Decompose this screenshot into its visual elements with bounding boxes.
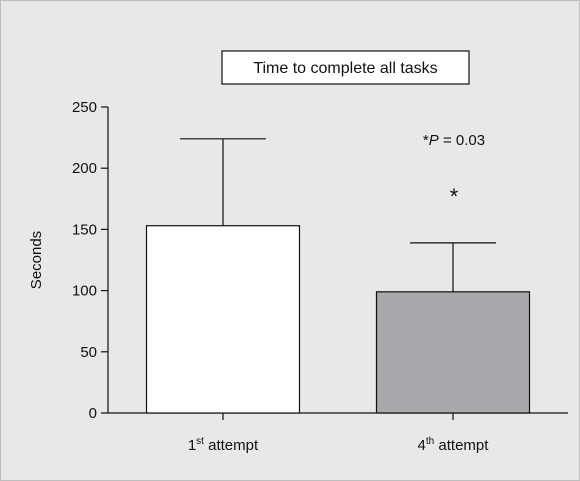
chart-title: Time to complete all tasks (253, 60, 437, 77)
x-tick-label: 4th attempt (418, 436, 490, 454)
y-tick-label: 50 (80, 344, 97, 361)
chart-title-box (221, 50, 470, 85)
y-tick-label: 200 (72, 160, 97, 177)
x-tick-group: 1st attempt 4th attempt (188, 413, 489, 454)
y-axis-label: Seconds (28, 231, 45, 289)
y-tick-group: 0 50 100 150 200 250 (72, 99, 108, 422)
bar (375, 291, 531, 414)
y-tick-label: 100 (72, 283, 97, 300)
x-tick-label: 1st attempt (188, 436, 259, 454)
y-tick-label: 0 (89, 405, 97, 422)
bar-group (145, 138, 531, 414)
y-tick-label: 150 (72, 221, 97, 238)
y-tick-label: 250 (72, 99, 97, 116)
significance-marker: * (450, 184, 459, 209)
significance-label: *P = 0.03 (423, 132, 485, 149)
bar (145, 225, 301, 414)
